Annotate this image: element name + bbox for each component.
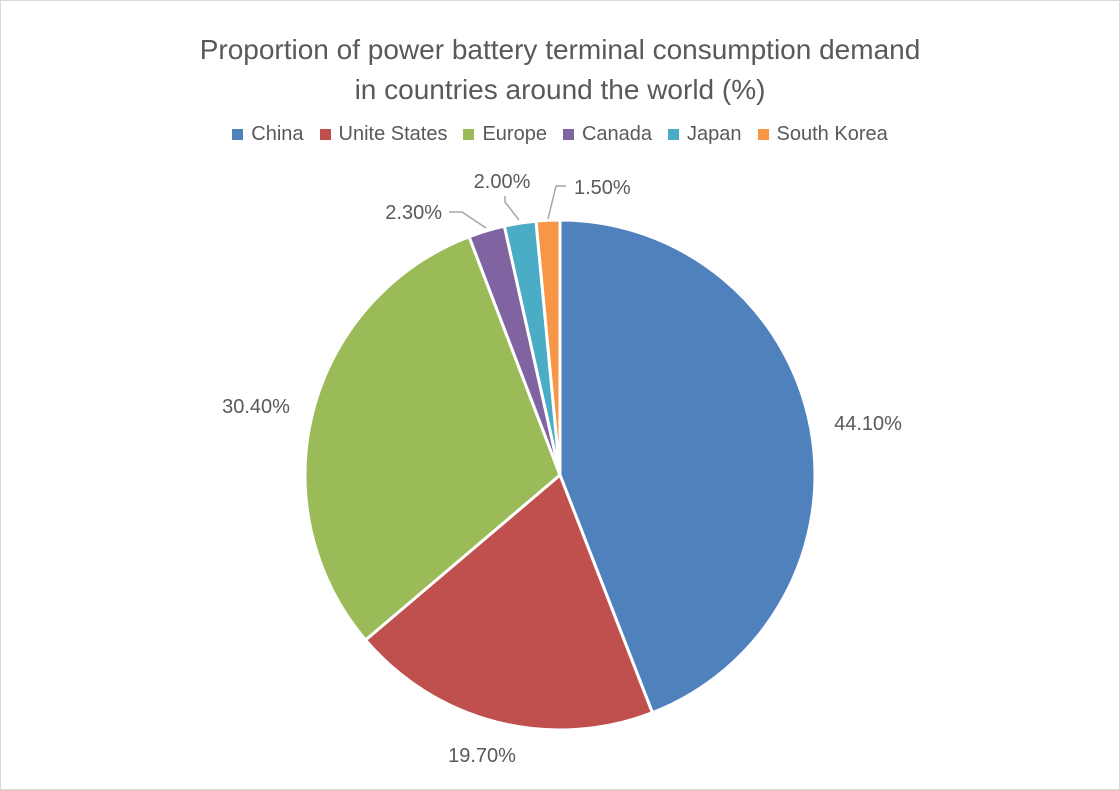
data-label-china: 44.10% xyxy=(834,413,902,435)
legend-label-canada: Canada xyxy=(581,123,653,145)
chart-title: Proportion of power battery terminal con… xyxy=(0,30,1120,110)
leader-line-south-korea xyxy=(547,185,566,220)
legend-item-japan: Japan xyxy=(668,123,742,146)
data-label-canada: 2.30% xyxy=(385,202,442,224)
legend-swatch-europe xyxy=(463,129,475,140)
legend-label-europe: Europe xyxy=(482,123,547,145)
legend-label-south-korea: South Korea xyxy=(776,123,888,145)
pie-slice-south-korea xyxy=(534,218,562,477)
legend-swatch-canada xyxy=(562,129,574,140)
data-label-south-korea: 1.50% xyxy=(574,177,631,199)
pie-slice-europe xyxy=(303,235,562,642)
legend-swatch-unite-states xyxy=(319,129,331,140)
pie-slice-china xyxy=(558,218,817,715)
leader-line-japan xyxy=(504,196,520,221)
legend-label-unite-states: Unite States xyxy=(338,123,448,145)
pie-slice-unite-states xyxy=(364,473,654,732)
legend-swatch-south-korea xyxy=(757,129,769,140)
data-label-unite-states: 19.70% xyxy=(448,745,516,767)
leader-line-canada xyxy=(449,211,487,229)
chart-title-line-2: in countries around the world (%) xyxy=(354,74,766,105)
legend-item-china: China xyxy=(232,123,304,146)
legend-item-south-korea: South Korea xyxy=(757,123,888,146)
legend-swatch-china xyxy=(232,129,244,140)
legend-label-china: China xyxy=(251,123,304,145)
legend-item-europe: Europe xyxy=(463,123,547,146)
chart-title-line-1: Proportion of power battery terminal con… xyxy=(199,34,921,65)
legend-swatch-japan xyxy=(668,129,680,140)
chart-legend: China Unite States Europe Canada Japan S… xyxy=(0,123,1120,146)
data-label-japan: 2.00% xyxy=(474,171,531,193)
legend-item-canada: Canada xyxy=(562,123,653,146)
legend-label-japan: Japan xyxy=(687,123,742,145)
legend-item-unite-states: Unite States xyxy=(319,123,448,146)
data-label-europe: 30.40% xyxy=(222,396,290,418)
